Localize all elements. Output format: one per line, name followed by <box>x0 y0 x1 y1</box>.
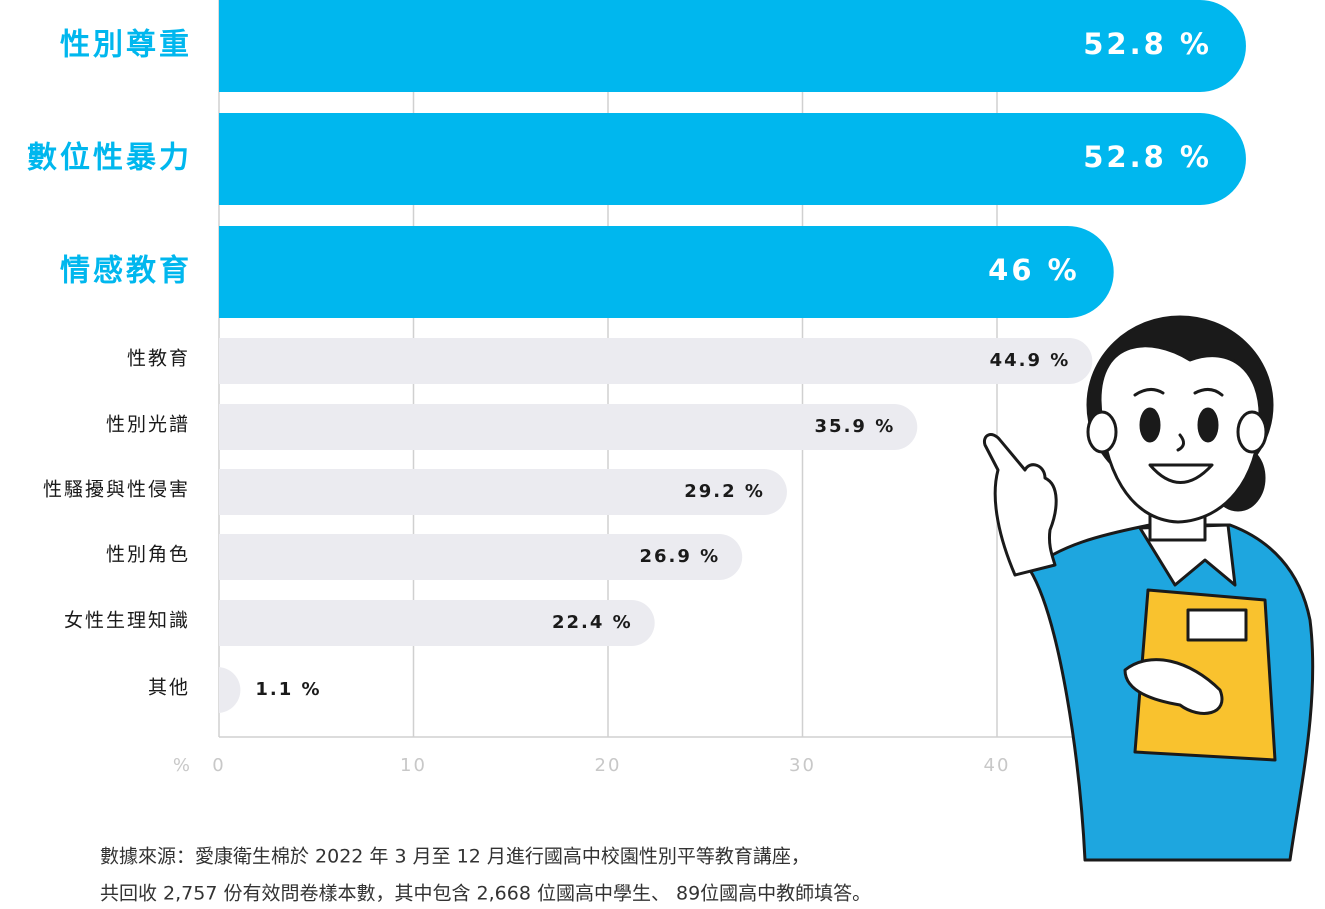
bar <box>219 534 743 580</box>
category-label: 情感教育 <box>60 254 192 289</box>
category-label: 女性生理知識 <box>64 610 190 632</box>
x-tick-label: 20 <box>595 755 622 776</box>
value-label: 1.1 % <box>255 679 321 700</box>
value-label: 52.8 % <box>1083 140 1212 174</box>
category-label: 性別尊重 <box>60 28 192 63</box>
category-label: 性別角色 <box>106 544 190 566</box>
category-label: 性騷擾與性侵害 <box>43 479 190 501</box>
category-label: 其他 <box>148 677 190 699</box>
x-tick-label: 30 <box>789 755 816 776</box>
x-axis-label: % <box>173 755 190 776</box>
bar <box>219 469 787 515</box>
bar <box>217 667 241 713</box>
bar <box>219 226 1114 318</box>
x-tick-label: 10 <box>400 755 427 776</box>
plot-area: 0 10 20 30 40% 性別尊重 52.8 % 數位性暴力 52.8 % 情感教育 46 % 性… <box>27 0 1246 905</box>
bar <box>219 0 1246 92</box>
value-label: 22.4 % <box>552 612 633 633</box>
bar <box>219 113 1246 205</box>
bar <box>219 600 655 646</box>
x-tick-label: 40 <box>984 755 1011 776</box>
category-label: 數位性暴力 <box>27 141 192 176</box>
value-label: 26.9 % <box>639 546 720 567</box>
category-label: 性教育 <box>127 348 190 370</box>
value-label: 29.2 % <box>684 481 765 502</box>
category-label: 性別光譜 <box>106 414 190 436</box>
illustration <box>982 315 1315 862</box>
x-tick-label: 0 <box>212 755 225 776</box>
bar <box>219 404 918 450</box>
source-note: 數據來源：愛康衛生棉於 2022 年 3 月至 12 月進行國高中校園性別平等教… <box>100 846 810 868</box>
bar <box>219 338 1093 384</box>
value-label: 35.9 % <box>815 416 896 437</box>
source-note: 共回收 2,757 份有效問卷樣本數，其中包含 2,668 位國高中學生、 89… <box>100 883 871 905</box>
value-label: 52.8 % <box>1083 27 1212 61</box>
value-label: 44.9 % <box>990 350 1071 371</box>
value-label: 46 % <box>988 253 1080 287</box>
